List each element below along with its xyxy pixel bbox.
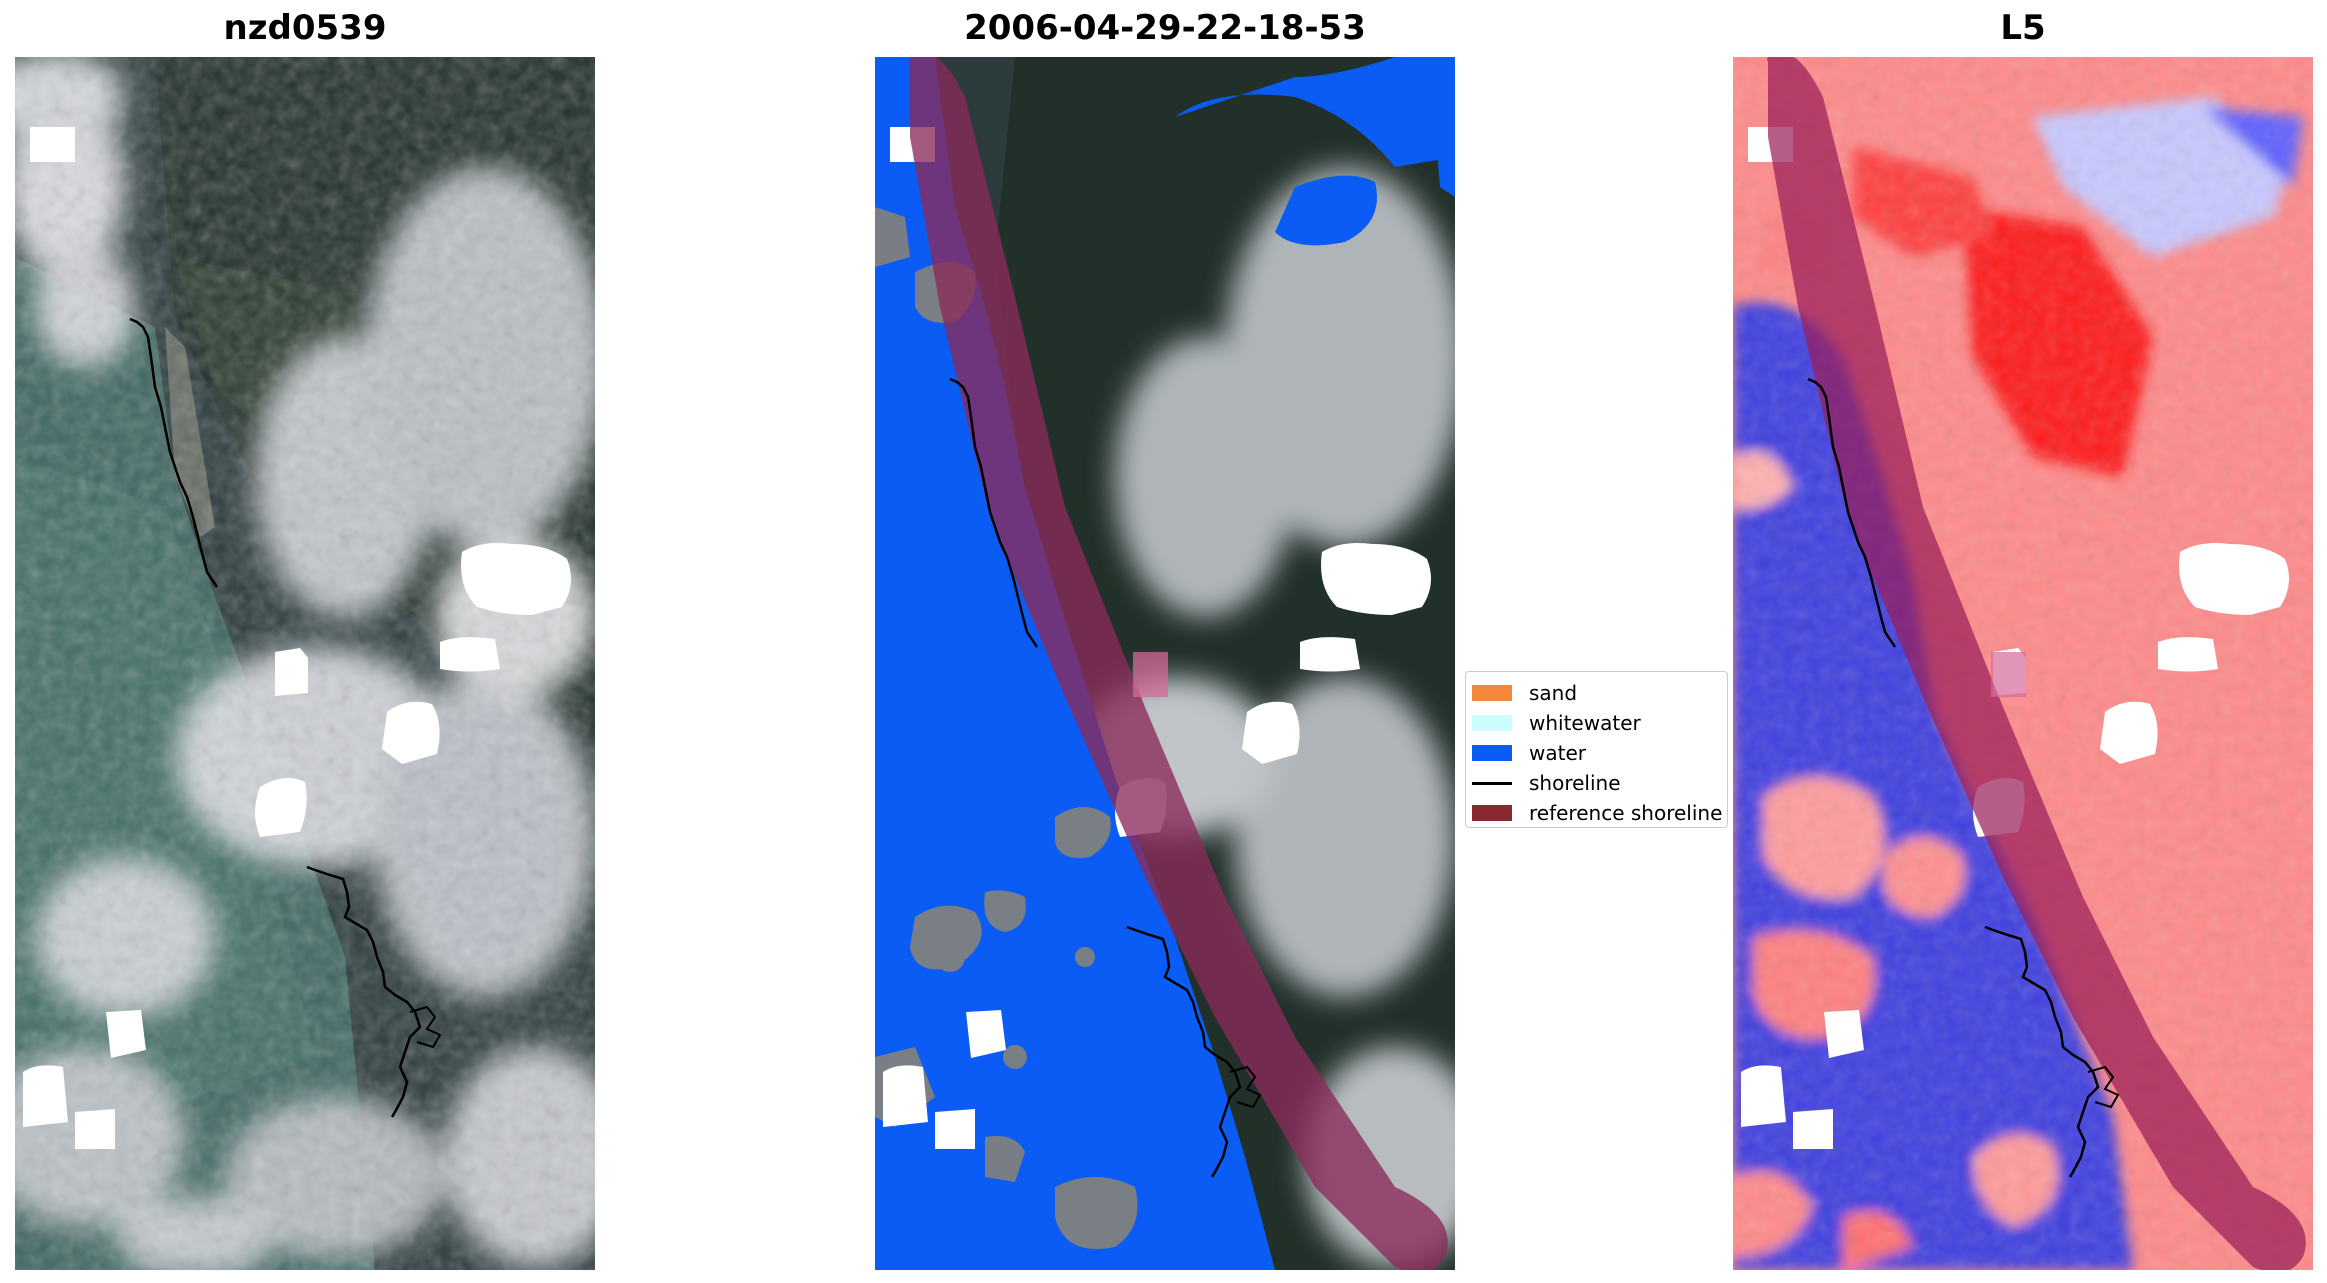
legend-item-whitewater: whitewater [1472, 710, 1641, 736]
index-map-canvas [1733, 57, 2313, 1270]
reference-shoreline-band [909, 57, 1448, 1270]
reference-shoreline-band-index [1767, 57, 2306, 1270]
legend-item-water: water [1472, 740, 1586, 766]
panel-index-map [1733, 57, 2313, 1270]
panel-title-classified: 2006-04-29-22-18-53 [964, 8, 1366, 48]
panel-title-rgb: nzd0539 [223, 8, 387, 48]
legend-item-shoreline: shoreline [1472, 770, 1621, 796]
legend-item-reference-shoreline: reference shoreline [1472, 800, 1722, 826]
panel-rgb-image [15, 57, 595, 1270]
classified-image-canvas [875, 57, 1455, 1270]
whitewater-swatch [1472, 715, 1512, 731]
rgb-image-canvas [15, 57, 595, 1270]
legend-item-sand: sand [1472, 680, 1577, 706]
shoreline-swatch [1472, 781, 1512, 785]
water-swatch [1472, 745, 1512, 761]
sand-swatch [1472, 685, 1512, 701]
panel-classified-image [875, 57, 1455, 1270]
reference-shoreline-swatch [1472, 805, 1512, 821]
panel-title-index: L5 [2000, 8, 2046, 48]
legend: sand whitewater water shoreline referenc… [1465, 671, 1728, 828]
